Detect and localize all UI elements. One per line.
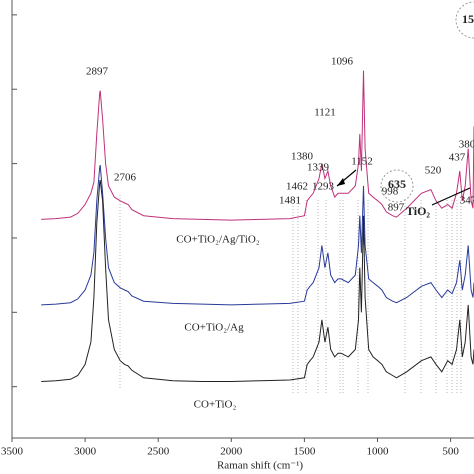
x-tick-label: 2500	[147, 446, 170, 458]
peak-label: 1096	[331, 56, 354, 68]
peak-label: 897	[388, 202, 405, 214]
peak-label: 380	[459, 139, 474, 151]
peak-label: 635	[388, 177, 406, 191]
peak-label: 437	[449, 152, 466, 164]
series-label: CO+TiO₂/Ag	[184, 322, 244, 334]
peak-label: 998	[382, 186, 399, 198]
peak-label: 347	[460, 195, 474, 207]
peak-label: 2897	[86, 66, 109, 78]
x-tick-label: 2000	[220, 446, 243, 458]
peak-label: 1339	[307, 162, 330, 174]
peak-label: 1121	[314, 107, 336, 119]
highlight-circle	[380, 169, 414, 203]
spectrum-line	[41, 70, 474, 221]
peak-label: 1462	[286, 181, 308, 193]
peak-label: 15	[462, 12, 474, 26]
x-tick-label: 1000	[367, 446, 390, 458]
series-label: CO+TiO₂/Ag/TiO₂	[176, 234, 260, 246]
highlight-circle	[455, 1, 474, 39]
x-tick-label: 1500	[293, 446, 316, 458]
spectrum-line	[41, 179, 474, 382]
x-axis-title: Raman shift (cm⁻¹)	[217, 460, 303, 472]
peak-label: 1481	[279, 195, 301, 207]
peak-label: TiO₂	[406, 204, 430, 218]
peak-label: 1380	[291, 151, 314, 163]
spectrum-line	[41, 164, 474, 306]
peak-label: 520	[425, 165, 442, 177]
series-label: CO+TiO₂	[194, 399, 237, 411]
peak-label: 1293	[312, 181, 335, 193]
x-tick-label: 500	[442, 446, 459, 458]
arrow	[431, 187, 471, 206]
peak-label: 2706	[114, 172, 137, 184]
x-tick-label: 3000	[74, 446, 97, 458]
peak-label: 1152	[351, 156, 373, 168]
x-tick-label: 3500	[1, 446, 24, 458]
arrow-head	[337, 178, 345, 186]
